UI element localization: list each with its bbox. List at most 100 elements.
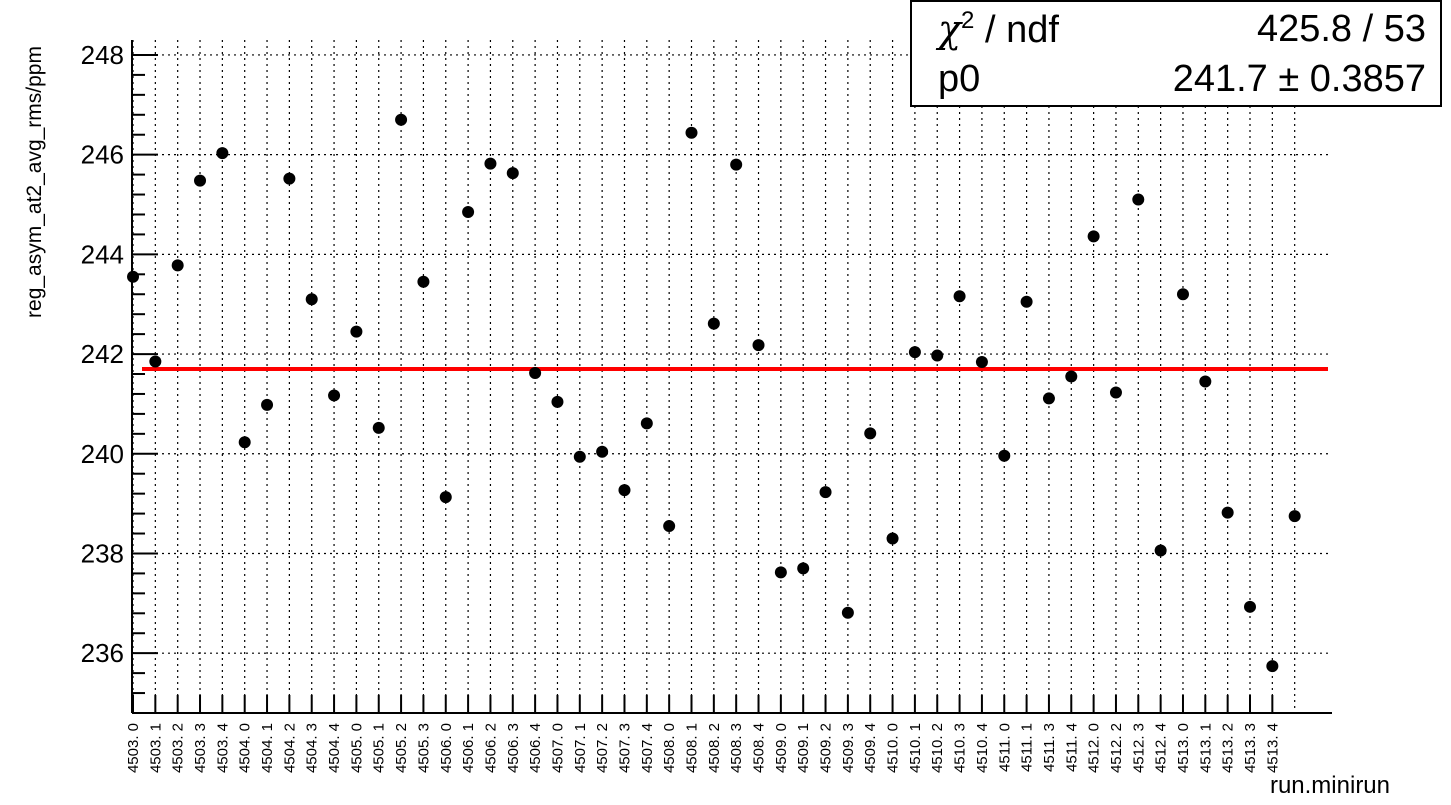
x-tick-label: 4510. 2: [929, 723, 946, 773]
data-point: [573, 450, 586, 463]
x-tick-label: 4507. 0: [549, 723, 566, 773]
data-point: [1176, 288, 1189, 301]
x-tick-label: 4504. 1: [259, 723, 276, 773]
x-tick-label: 4512. 3: [1130, 723, 1147, 773]
data-point: [730, 158, 743, 171]
data-point: [529, 367, 542, 380]
x-tick-label: 4511. 4: [1063, 723, 1080, 772]
grid-lines: [132, 40, 1332, 713]
data-point: [127, 270, 139, 283]
data-point: [216, 147, 229, 160]
data-point: [305, 293, 318, 306]
x-tick-label: 4504. 2: [281, 723, 298, 773]
data-point: [774, 566, 787, 579]
data-point: [328, 389, 341, 402]
y-tick-label: 244: [81, 239, 124, 269]
p0-value: 241.7 ± 0.3857: [1172, 58, 1426, 100]
data-point: [752, 339, 765, 352]
data-point: [1288, 510, 1301, 523]
p0-label: p0: [938, 58, 981, 100]
x-tick-label: 4506. 2: [482, 723, 499, 773]
data-point: [149, 355, 162, 368]
data-point: [484, 157, 497, 170]
x-tick-label: 4511. 0: [996, 723, 1013, 772]
data-point: [1244, 600, 1256, 613]
x-tick-label: 4507. 3: [616, 723, 633, 773]
x-tick-label: 4510. 3: [952, 723, 969, 773]
fit-stats-box: χ2 / ndf 425.8 / 53 p0 241.7 ± 0.3857: [910, 0, 1442, 107]
x-tick-label: 4503. 4: [214, 723, 231, 773]
data-points: [127, 113, 1301, 673]
data-point: [819, 486, 832, 499]
x-tick-label: 4504. 3: [304, 723, 321, 773]
data-point: [1132, 193, 1145, 206]
x-tick-label: 4510. 0: [885, 723, 902, 773]
data-point: [596, 445, 609, 458]
data-point: [171, 259, 184, 272]
x-axis-ticks: 4503. 0 4503. 1 4503. 2 4503. 3 4503. 4 4504.…: [125, 695, 1281, 773]
data-point: [908, 346, 921, 359]
x-tick-label: 4504. 4: [326, 723, 343, 773]
data-point: [640, 417, 653, 430]
data-point: [283, 172, 296, 185]
x-tick-label: 4505. 0: [348, 723, 365, 773]
data-point: [864, 427, 877, 440]
x-tick-label: 4509. 1: [795, 723, 812, 773]
x-tick-label: 4512. 2: [1108, 723, 1125, 773]
data-point: [462, 205, 475, 218]
x-tick-label: 4512. 4: [1153, 723, 1170, 773]
data-point: [551, 395, 564, 408]
x-tick-label: 4511. 3: [1041, 723, 1058, 772]
x-tick-label: 4508. 0: [661, 723, 678, 773]
x-tick-label: 4506. 4: [527, 723, 544, 773]
x-tick-label: 4512. 0: [1086, 723, 1103, 773]
x-tick-label: 4508. 2: [706, 723, 723, 773]
data-point: [1109, 386, 1122, 399]
x-tick-label: 4503. 2: [170, 723, 187, 773]
x-tick-label: 4513. 4: [1264, 723, 1281, 773]
data-point: [707, 317, 720, 330]
chi2-row: χ2 / ndf 425.8 / 53: [912, 4, 1440, 54]
x-tick-label: 4506. 3: [505, 723, 522, 773]
x-tick-label: 4509. 4: [862, 723, 879, 773]
data-point: [1020, 295, 1033, 308]
data-point: [439, 491, 452, 504]
data-point: [1199, 375, 1212, 388]
x-tick-label: 4513. 0: [1175, 723, 1192, 773]
data-point: [1221, 506, 1234, 519]
data-point: [194, 174, 207, 187]
axes: [131, 40, 1332, 714]
x-tick-label: 4503. 0: [125, 723, 142, 773]
x-tick-label: 4513. 2: [1220, 723, 1237, 773]
x-tick-label: 4509. 3: [840, 723, 857, 773]
x-tick-label: 4511. 1: [1019, 723, 1036, 772]
x-tick-label: 4509. 0: [773, 723, 790, 773]
data-point: [417, 275, 430, 288]
data-point: [350, 325, 363, 338]
p0-row: p0 241.7 ± 0.3857: [912, 54, 1440, 104]
y-axis-ticks: 236 238 240 242 244 246 248: [81, 40, 158, 714]
y-tick-label: 240: [81, 439, 124, 469]
x-tick-label: 4505. 3: [415, 723, 432, 773]
x-tick-label: 4505. 1: [371, 723, 388, 773]
y-tick-label: 246: [81, 140, 124, 170]
x-tick-label: 4506. 1: [460, 723, 477, 773]
x-tick-label: 4508. 4: [751, 723, 768, 773]
x-tick-label: 4506. 0: [438, 723, 455, 773]
data-point: [998, 449, 1011, 462]
data-point: [1042, 392, 1055, 405]
x-tick-label: 4508. 3: [728, 723, 745, 773]
data-point: [797, 562, 810, 575]
y-tick-label: 248: [81, 40, 124, 70]
x-tick-label: 4507. 4: [639, 723, 656, 773]
data-point: [238, 436, 251, 449]
x-tick-label: 4503. 3: [192, 723, 209, 773]
x-tick-label: 4505. 2: [393, 723, 410, 773]
data-point: [1154, 544, 1167, 557]
x-tick-label: 4503. 1: [147, 723, 164, 773]
x-tick-label: 4510. 1: [907, 723, 924, 773]
data-point: [953, 290, 966, 303]
x-tick-label: 4513. 1: [1197, 723, 1214, 773]
y-tick-label: 242: [81, 339, 124, 369]
